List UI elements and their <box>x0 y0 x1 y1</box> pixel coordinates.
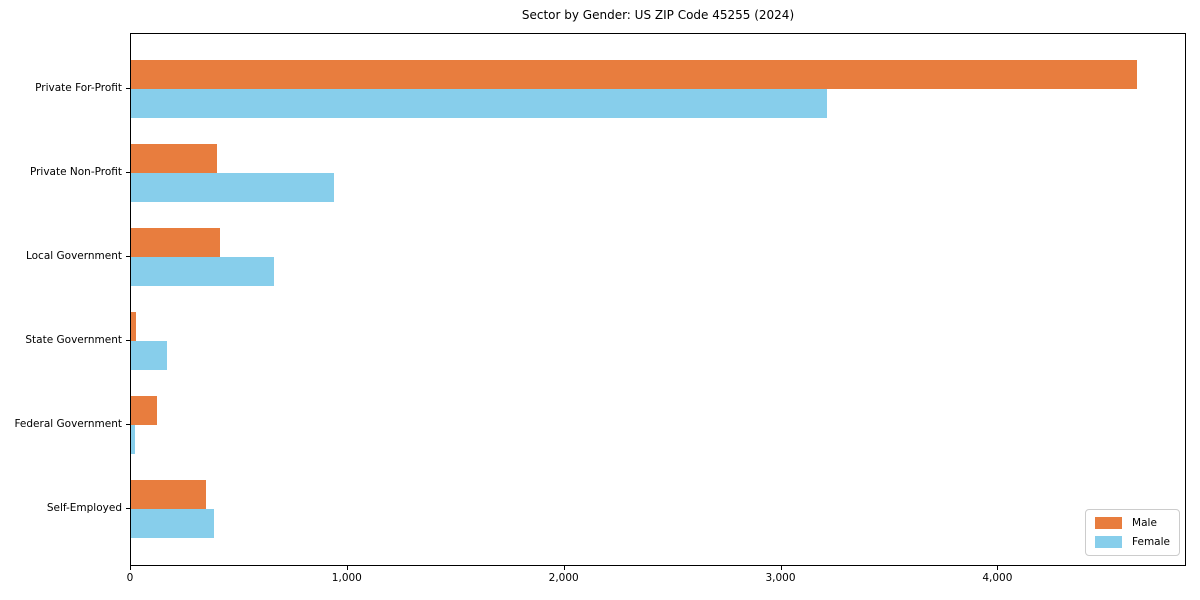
x-tick-mark <box>130 566 131 570</box>
bar-female-private-for-profit <box>131 89 827 118</box>
bar-female-federal-government <box>131 425 135 454</box>
y-axis-label-self-employed: Self-Employed <box>46 502 122 514</box>
bar-female-private-non-profit <box>131 173 334 202</box>
y-tick-mark <box>126 424 130 425</box>
y-tick-mark <box>126 88 130 89</box>
x-axis-label-0: 0 <box>126 572 134 584</box>
y-axis-label-private-non-profit: Private Non-Profit <box>29 166 122 178</box>
legend-label-male: Male <box>1132 517 1157 529</box>
bar-female-self-employed <box>131 509 214 538</box>
x-tick-mark <box>997 566 999 570</box>
legend-label-female: Female <box>1132 536 1170 548</box>
y-axis-label-local-government: Local Government <box>25 250 122 262</box>
chart-title: Sector by Gender: US ZIP Code 45255 (202… <box>521 8 795 22</box>
y-axis-label-federal-government: Federal Government <box>14 418 122 430</box>
y-axis-label-private-for-profit: Private For-Profit <box>35 82 122 94</box>
bar-female-state-government <box>131 341 167 370</box>
y-tick-mark <box>126 508 130 509</box>
bar-male-private-for-profit <box>131 60 1137 89</box>
legend-entry-female: Female <box>1095 536 1170 548</box>
plot-area <box>130 33 1186 566</box>
x-axis-label-2000: 2,000 <box>548 572 579 584</box>
x-axis-label-1000: 1,000 <box>331 572 362 584</box>
bar-female-local-government <box>131 257 274 286</box>
x-tick-mark <box>346 566 348 570</box>
y-axis-label-state-government: State Government <box>25 334 122 346</box>
y-tick-mark <box>126 256 130 257</box>
male-swatch-icon <box>1095 517 1123 529</box>
x-axis-label-4000: 4,000 <box>982 572 1013 584</box>
bar-male-federal-government <box>131 396 157 425</box>
female-swatch-icon <box>1095 536 1123 548</box>
bar-male-self-employed <box>131 480 206 509</box>
x-axis-label-3000: 3,000 <box>765 572 796 584</box>
x-tick-mark <box>563 566 565 570</box>
x-tick-mark <box>780 566 782 570</box>
legend: Male Female <box>1085 509 1180 556</box>
bar-male-local-government <box>131 228 220 257</box>
y-tick-mark <box>126 340 130 341</box>
legend-entry-male: Male <box>1095 517 1170 529</box>
bar-male-state-government <box>131 312 136 341</box>
bar-male-private-non-profit <box>131 144 217 173</box>
y-tick-mark <box>126 172 130 173</box>
